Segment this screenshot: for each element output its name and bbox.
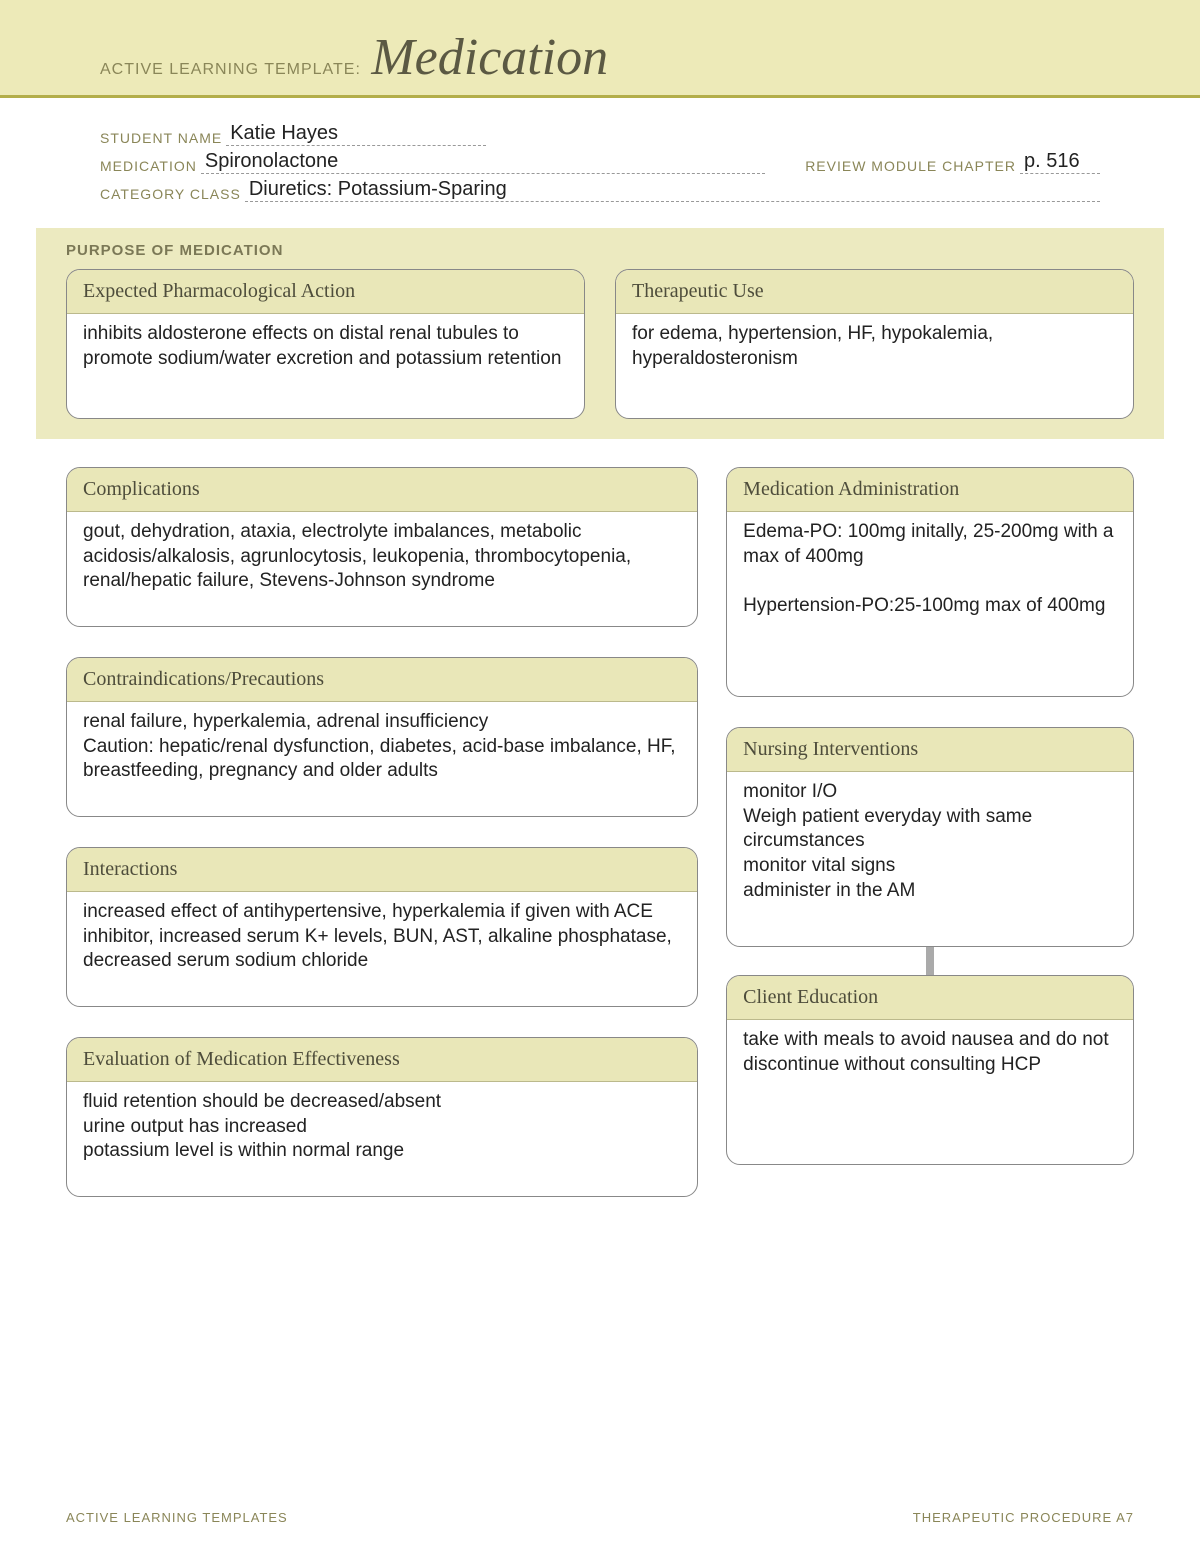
student-name-value: Katie Hayes — [226, 122, 486, 146]
meta-row-category: CATEGORY CLASS Diuretics: Potassium-Spar… — [100, 178, 1100, 202]
review-value: p. 516 — [1020, 150, 1100, 174]
medication-label: MEDICATION — [100, 158, 197, 174]
education-box: Client Education take with meals to avoi… — [726, 975, 1134, 1165]
header-band: ACTIVE LEARNING TEMPLATE: Medication — [0, 0, 1200, 98]
education-body: take with meals to avoid nausea and do n… — [727, 1020, 1133, 1164]
category-value: Diuretics: Potassium-Sparing — [245, 178, 1100, 202]
footer-right: THERAPEUTIC PROCEDURE A7 — [913, 1510, 1134, 1525]
administration-title: Medication Administration — [727, 468, 1133, 512]
interactions-body: increased effect of antihypertensive, hy… — [67, 892, 697, 1006]
education-title: Client Education — [727, 976, 1133, 1020]
evaluation-body: fluid retention should be decreased/abse… — [67, 1082, 697, 1196]
review-label: REVIEW MODULE CHAPTER — [805, 158, 1016, 174]
footer: ACTIVE LEARNING TEMPLATES THERAPEUTIC PR… — [66, 1510, 1134, 1525]
contraindications-title: Contraindications/Precautions — [67, 658, 697, 702]
expected-action-title: Expected Pharmacological Action — [67, 270, 584, 314]
interactions-title: Interactions — [67, 848, 697, 892]
meta-section: STUDENT NAME Katie Hayes MEDICATION Spir… — [0, 98, 1200, 218]
administration-box: Medication Administration Edema-PO: 100m… — [726, 467, 1134, 697]
administration-body: Edema-PO: 100mg initally, 25-200mg with … — [727, 512, 1133, 696]
meta-row-medication: MEDICATION Spironolactone REVIEW MODULE … — [100, 150, 1100, 174]
evaluation-title: Evaluation of Medication Effectiveness — [67, 1038, 697, 1082]
nursing-body: monitor I/O Weigh patient everyday with … — [727, 772, 1133, 946]
expected-action-body: inhibits aldosterone effects on distal r… — [67, 314, 584, 418]
complications-body: gout, dehydration, ataxia, electrolyte i… — [67, 512, 697, 626]
footer-left: ACTIVE LEARNING TEMPLATES — [66, 1510, 288, 1525]
expected-action-box: Expected Pharmacological Action inhibits… — [66, 269, 585, 419]
evaluation-box: Evaluation of Medication Effectiveness f… — [66, 1037, 698, 1197]
student-name-label: STUDENT NAME — [100, 130, 222, 146]
nursing-box: Nursing Interventions monitor I/O Weigh … — [726, 727, 1134, 947]
complications-title: Complications — [67, 468, 697, 512]
interactions-box: Interactions increased effect of antihyp… — [66, 847, 698, 1007]
purpose-title: PURPOSE OF MEDICATION — [66, 242, 1134, 259]
purpose-boxes: Expected Pharmacological Action inhibits… — [66, 269, 1134, 419]
medication-value: Spironolactone — [201, 150, 765, 174]
right-column: Medication Administration Edema-PO: 100m… — [726, 467, 1134, 1197]
spacer — [726, 697, 1134, 727]
complications-box: Complications gout, dehydration, ataxia,… — [66, 467, 698, 627]
category-label: CATEGORY CLASS — [100, 186, 241, 202]
main-grid: Complications gout, dehydration, ataxia,… — [0, 439, 1200, 1197]
purpose-section: PURPOSE OF MEDICATION Expected Pharmacol… — [36, 228, 1164, 439]
header-prefix: ACTIVE LEARNING TEMPLATE: — [100, 61, 361, 79]
page: ACTIVE LEARNING TEMPLATE: Medication STU… — [0, 0, 1200, 1553]
left-column: Complications gout, dehydration, ataxia,… — [66, 467, 698, 1197]
connector-line — [926, 947, 934, 975]
nursing-title: Nursing Interventions — [727, 728, 1133, 772]
header-title: Medication — [371, 28, 608, 87]
therapeutic-use-title: Therapeutic Use — [616, 270, 1133, 314]
meta-row-student: STUDENT NAME Katie Hayes — [100, 122, 1100, 146]
contraindications-box: Contraindications/Precautions renal fail… — [66, 657, 698, 817]
therapeutic-use-body: for edema, hypertension, HF, hypokalemia… — [616, 314, 1133, 418]
therapeutic-use-box: Therapeutic Use for edema, hypertension,… — [615, 269, 1134, 419]
contraindications-body: renal failure, hyperkalemia, adrenal ins… — [67, 702, 697, 816]
